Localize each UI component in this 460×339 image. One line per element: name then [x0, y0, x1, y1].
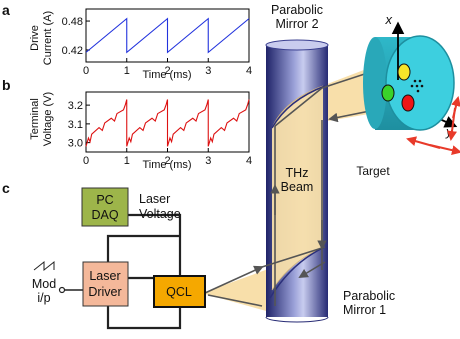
pc-daq-label-1: PC	[96, 193, 113, 207]
qcl-box	[153, 275, 206, 308]
mirror1-label-2: Mirror 1	[343, 303, 386, 317]
terminal-voltage-chart: Terminal Voltage (V) Time (ms) 0 1 2 3 4 3.0 3…	[29, 91, 252, 171]
chart-b-ylabel-1: Terminal	[29, 98, 41, 140]
mod-input-terminal	[58, 286, 66, 294]
y-tick-label: 0.48	[62, 16, 83, 28]
y-tick-label: 0.42	[62, 45, 83, 57]
x-tick-label: 3	[205, 65, 211, 77]
sawtooth-icon	[33, 260, 55, 272]
mirror2-surface	[271, 85, 326, 129]
panel-label-c: c	[2, 180, 10, 196]
x-tick-label: 0	[83, 65, 89, 77]
chart-a-ylabel-2: Current (A)	[42, 11, 54, 65]
chart-a-ylabel-1: Drive	[29, 25, 41, 51]
mod-label-1: Mod	[32, 277, 56, 291]
y-tick-label: 3.1	[68, 119, 83, 131]
x-tick-label: 4	[246, 155, 252, 167]
x-tick-label: 1	[124, 65, 130, 77]
qcl-label: QCL	[166, 285, 192, 299]
x-tick-label: 2	[164, 155, 170, 167]
green-dot	[381, 84, 395, 102]
driver-qcl-return-wire	[106, 306, 182, 330]
mirror2-label-1: Parabolic	[271, 3, 323, 17]
target-face	[385, 35, 455, 131]
y-tick-label: 3.2	[68, 100, 83, 112]
mirror2-label-2: Mirror 2	[275, 17, 318, 31]
laser-voltage-label-2: Voltage	[139, 207, 181, 221]
target-label: Target	[356, 164, 390, 178]
pc-daq-box	[81, 187, 129, 227]
x-axis-label: x	[385, 12, 393, 27]
series-line	[85, 99, 250, 147]
panel-label-a: a	[2, 2, 10, 18]
laser-driver-label-2: Driver	[88, 285, 121, 299]
drive-current-chart: Drive Current (A) Time (ms) 0 1 2 3 4 0.42 0.4…	[29, 8, 252, 81]
yellow-dot	[397, 63, 411, 81]
x-tick-label: 4	[246, 65, 252, 77]
red-dot	[401, 94, 415, 112]
series-line	[85, 17, 250, 54]
x-tick-label: 1	[124, 155, 130, 167]
beam-label-1: THz	[286, 166, 309, 180]
beam-label-2: Beam	[281, 180, 314, 194]
y-tick-label: 3.0	[68, 138, 83, 150]
laser-voltage-label-1: Laser	[139, 192, 170, 206]
beam-segment-top	[276, 60, 392, 125]
mirror-top	[265, 39, 329, 51]
mirror1-label-1: Parabolic	[343, 289, 395, 303]
laser-driver-box	[82, 261, 129, 307]
target: x y Target	[356, 12, 460, 178]
pc-daq-label-2: DAQ	[91, 208, 118, 222]
laser-driver-label-1: Laser	[89, 269, 120, 283]
chart-b-xlabel: Time (ms)	[142, 159, 191, 171]
chart-a-xlabel: Time (ms)	[142, 69, 191, 81]
x-tick-label: 3	[205, 155, 211, 167]
x-tick-label: 0	[83, 155, 89, 167]
mirror1-surface	[269, 246, 326, 299]
electronics: PC DAQ Laser Voltage Laser Driver QCL Mo…	[32, 187, 206, 330]
panel-label-b: b	[2, 77, 11, 93]
x-tick-label: 2	[164, 65, 170, 77]
chart-b-ylabel-2: Voltage (V)	[42, 92, 54, 146]
thz-beam-overlay	[269, 85, 326, 299]
dot-pattern	[410, 79, 424, 93]
motion-arrow-up	[451, 96, 460, 119]
motion-arrow-right	[429, 144, 460, 156]
mod-label-2: i/p	[37, 291, 50, 305]
